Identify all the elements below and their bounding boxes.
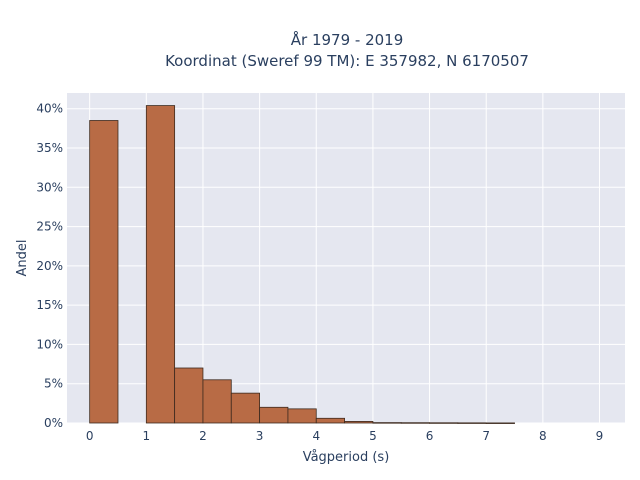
y-tick-labels: 0% 5% 10% 15% 20% 25% 30% 35% 40% <box>36 102 63 430</box>
x-tick-label: 2 <box>199 429 207 443</box>
x-tick-label: 3 <box>256 429 264 443</box>
histogram-bar <box>372 422 402 424</box>
histogram-bar <box>457 422 487 424</box>
chart-title-line-2: Koordinat (Sweref 99 TM): E 357982, N 61… <box>165 52 529 70</box>
x-tick-label: 0 <box>86 429 94 443</box>
x-tick-label: 5 <box>369 429 377 443</box>
histogram-bar <box>400 422 430 424</box>
histogram-bar <box>202 379 232 424</box>
chart-title-line-1: År 1979 - 2019 <box>291 30 404 49</box>
y-tick-label: 30% <box>36 180 63 194</box>
y-axis-title: Andel <box>15 240 30 277</box>
histogram-bars <box>89 105 515 424</box>
y-tick-label: 0% <box>44 416 63 430</box>
histogram-bar <box>89 120 119 424</box>
x-tick-label: 9 <box>596 429 604 443</box>
y-tick-label: 35% <box>36 141 63 155</box>
histogram-bar <box>429 422 459 424</box>
histogram-bar <box>287 408 317 424</box>
x-tick-label: 8 <box>539 429 547 443</box>
x-axis-title: Vågperiod (s) <box>303 450 390 465</box>
y-tick-label: 40% <box>36 102 63 116</box>
y-tick-label: 20% <box>36 259 63 273</box>
y-tick-label: 25% <box>36 220 63 234</box>
x-tick-labels: 0 1 2 3 4 5 6 7 8 9 <box>86 429 603 443</box>
histogram-bar <box>344 421 374 424</box>
histogram-bar <box>174 367 204 424</box>
histogram-bar <box>315 417 345 424</box>
y-tick-label: 5% <box>44 377 63 391</box>
histogram-bar <box>145 105 176 424</box>
x-tick-label: 6 <box>426 429 434 443</box>
histogram-bar <box>485 422 515 424</box>
histogram-bar <box>259 406 289 424</box>
y-tick-label: 15% <box>36 298 63 312</box>
histogram-bar <box>230 392 261 424</box>
x-tick-label: 7 <box>482 429 490 443</box>
x-tick-label: 4 <box>312 429 320 443</box>
x-tick-label: 1 <box>142 429 150 443</box>
y-tick-label: 10% <box>36 337 63 351</box>
